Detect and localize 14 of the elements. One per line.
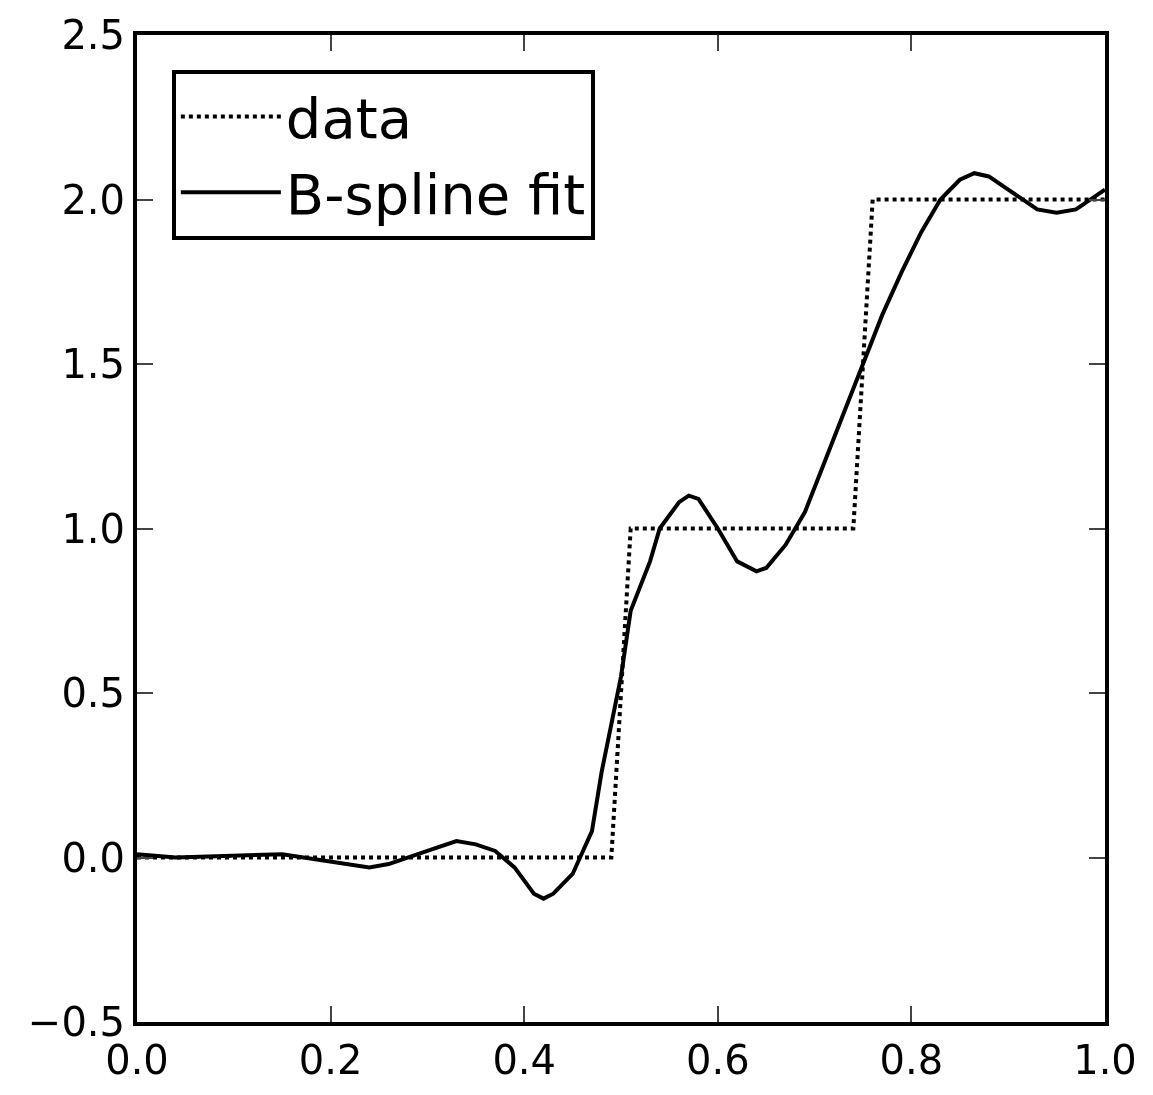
x-tick-label: 0.2 bbox=[298, 1037, 363, 1083]
y-tick-label: 0.5 bbox=[61, 670, 125, 716]
x-tick-label: 0.8 bbox=[879, 1037, 944, 1083]
y-tick-label: 1.5 bbox=[61, 341, 125, 387]
y-tick-label: 2.0 bbox=[61, 176, 125, 223]
x-tick-label: 1.0 bbox=[1073, 1037, 1137, 1083]
legend-label: B-spline fit bbox=[285, 162, 586, 228]
x-tick-label: 0.6 bbox=[685, 1037, 750, 1083]
x-tick-label: 0.0 bbox=[105, 1037, 169, 1083]
x-tick-label: 0.4 bbox=[492, 1037, 557, 1083]
y-tick-label: 0.0 bbox=[61, 834, 125, 881]
y-tick-label: 1.0 bbox=[61, 505, 125, 552]
legend-label: data bbox=[285, 86, 412, 152]
y-tick-label: 2.5 bbox=[61, 12, 125, 58]
